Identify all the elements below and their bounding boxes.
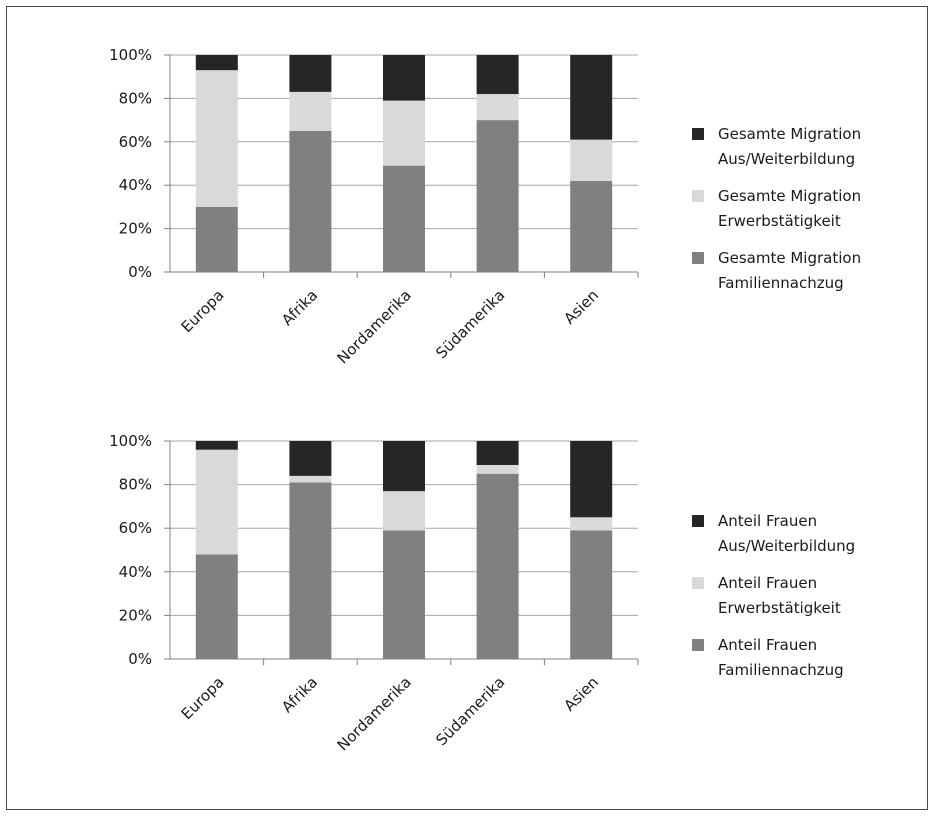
x-tick-label: Europa <box>178 286 228 336</box>
bar-segment <box>289 482 332 659</box>
bar-segment <box>289 91 332 131</box>
legend-label: Aus/Weiterbildung <box>718 537 855 555</box>
y-tick-label: 0% <box>128 650 152 668</box>
y-tick-label: 40% <box>119 563 152 581</box>
legend-label: Anteil Frauen <box>718 512 817 530</box>
bar-segment <box>383 441 425 492</box>
legend-label: Anteil Frauen <box>718 574 817 592</box>
bar-segment <box>289 475 332 483</box>
legend-label: Erwerbstätigkeit <box>718 212 841 230</box>
x-tick-label: Afrika <box>278 673 321 716</box>
bar-segment <box>383 100 425 166</box>
bar-segment <box>289 55 332 92</box>
legend-label: Gesamte Migration <box>718 125 861 143</box>
y-tick-label: 80% <box>119 476 152 494</box>
bar-segment <box>570 55 613 140</box>
bar-segment <box>476 55 519 95</box>
y-tick-label: 80% <box>119 89 152 107</box>
legend-label: Gesamte Migration <box>718 187 861 205</box>
y-tick-label: 100% <box>109 46 152 64</box>
x-tick-label: Europa <box>178 673 228 723</box>
y-tick-label: 60% <box>119 133 152 151</box>
bar-segment <box>476 94 519 121</box>
legend-label: Gesamte Migration <box>718 249 861 267</box>
bar-segment <box>476 464 519 474</box>
y-tick-label: 0% <box>128 263 152 281</box>
x-tick-label: Südamerika <box>432 673 508 749</box>
legend-label: Anteil Frauen <box>718 636 817 654</box>
bar-segment <box>383 530 425 659</box>
bar-segment <box>570 180 613 272</box>
legend-label: Aus/Weiterbildung <box>718 150 855 168</box>
legend-swatch <box>692 252 704 264</box>
legend-swatch <box>692 190 704 202</box>
bar-segment <box>383 165 425 272</box>
y-tick-label: 20% <box>119 220 152 238</box>
legend-label: Familiennachzug <box>718 274 844 292</box>
y-tick-label: 100% <box>109 432 152 450</box>
bar-segment <box>195 55 238 71</box>
legend-swatch <box>692 639 704 651</box>
bar-segment <box>476 473 519 659</box>
y-tick-label: 60% <box>119 519 152 537</box>
x-tick-label: Afrika <box>278 286 321 329</box>
bar-segment <box>383 55 425 101</box>
figure-frame <box>6 6 928 810</box>
bar-segment <box>195 206 238 272</box>
bar-segment <box>476 120 519 272</box>
bar-segment <box>195 441 238 450</box>
bar-segment <box>570 517 613 531</box>
bar-segment <box>195 554 238 659</box>
x-tick-label: Asien <box>560 286 602 328</box>
legend-label: Familiennachzug <box>718 661 844 679</box>
bar-segment <box>570 530 613 659</box>
legend-swatch <box>692 515 704 527</box>
bar-segment <box>289 441 332 476</box>
bar-segment <box>289 130 332 272</box>
x-tick-label: Nordamerika <box>334 673 415 754</box>
y-tick-label: 20% <box>119 606 152 624</box>
bar-segment <box>570 441 613 518</box>
bar-segment <box>383 491 425 531</box>
bar-segment <box>195 70 238 207</box>
x-tick-label: Südamerika <box>432 286 508 362</box>
x-tick-label: Asien <box>560 673 602 715</box>
bar-segment <box>570 139 613 181</box>
y-tick-label: 40% <box>119 176 152 194</box>
legend-swatch <box>692 577 704 589</box>
bar-segment <box>195 449 238 555</box>
legend-swatch <box>692 128 704 140</box>
bar-segment <box>476 441 519 465</box>
legend-label: Erwerbstätigkeit <box>718 599 841 617</box>
x-tick-label: Nordamerika <box>334 286 415 367</box>
